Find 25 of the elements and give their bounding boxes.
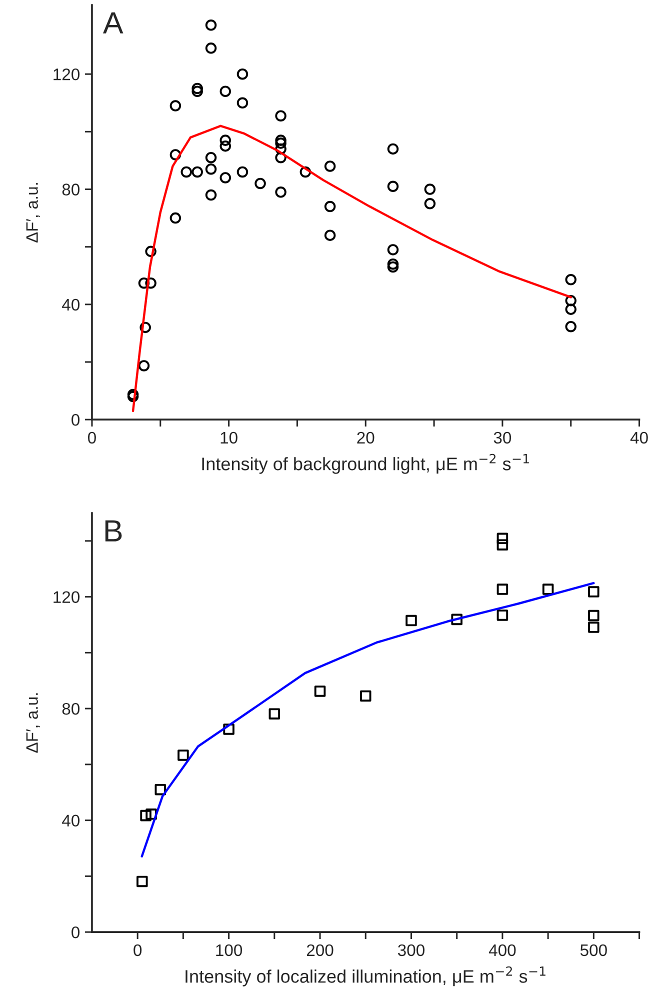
x-tick-label: 0 xyxy=(88,432,96,444)
y-axis-title: ΔF′, a.u. xyxy=(26,693,40,753)
y-tick-label: 80 xyxy=(62,184,80,196)
x-tick-label: 300 xyxy=(398,944,424,956)
y-tick-label: 40 xyxy=(62,298,80,311)
annotation: A xyxy=(102,12,124,34)
x-axis-title: Intensity of localized illumination, μE m$^{−2}$ s$^{−1}$ xyxy=(186,966,546,986)
y-tick-label: 120 xyxy=(54,68,80,80)
annotation: B xyxy=(105,520,122,542)
y-tick-label: 40 xyxy=(62,814,80,827)
y-tick-label: 0 xyxy=(72,926,80,938)
y-tick-label: 0 xyxy=(72,414,80,426)
y-tick-label: 120 xyxy=(54,591,80,604)
y-tick-label: 80 xyxy=(62,702,80,715)
y-axis-title: ΔF′, a.u. xyxy=(26,183,40,243)
x-tick-label: 20 xyxy=(357,432,374,444)
x-tick-label: 100 xyxy=(216,944,242,956)
x-tick-label: 0 xyxy=(134,944,142,956)
x-tick-label: 30 xyxy=(494,432,512,444)
x-axis-title: Intensity of background light, μE m$^{−2}$ s$^{−1}$ xyxy=(202,454,529,474)
x-tick-label: 40 xyxy=(630,432,648,444)
x-tick-label: 500 xyxy=(580,944,607,956)
x-tick-label: 200 xyxy=(306,944,334,956)
x-tick-label: 10 xyxy=(220,432,238,444)
x-tick-label: 400 xyxy=(488,944,516,956)
